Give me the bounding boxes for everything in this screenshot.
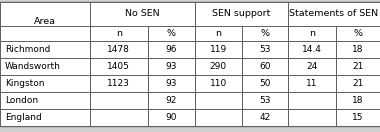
Bar [0, 26, 90, 41]
Bar [288, 41, 336, 58]
Text: 18: 18 [352, 96, 364, 105]
Text: 60: 60 [259, 62, 271, 71]
Bar [288, 2, 380, 26]
Bar [148, 41, 195, 58]
Text: London: London [5, 96, 38, 105]
Text: %: % [260, 29, 269, 38]
Bar [288, 58, 336, 75]
Text: 90: 90 [166, 113, 177, 122]
Text: Statements of SEN: Statements of SEN [290, 10, 378, 18]
Text: SEN support: SEN support [212, 10, 271, 18]
Bar [90, 92, 148, 109]
Bar [288, 109, 336, 126]
Bar [90, 2, 195, 26]
Text: n: n [309, 29, 315, 38]
Bar [195, 109, 242, 126]
Bar [288, 92, 336, 109]
Text: England: England [5, 113, 42, 122]
Text: 53: 53 [259, 45, 271, 54]
Bar [148, 26, 195, 41]
Text: 11: 11 [306, 79, 318, 88]
Text: No SEN: No SEN [125, 10, 160, 18]
Text: 21: 21 [352, 79, 364, 88]
Text: %: % [167, 29, 176, 38]
Text: n: n [215, 29, 221, 38]
Bar [195, 41, 242, 58]
Text: n: n [116, 29, 122, 38]
Text: 96: 96 [166, 45, 177, 54]
Text: 110: 110 [210, 79, 227, 88]
Bar [336, 75, 380, 92]
Bar [195, 75, 242, 92]
Bar [195, 2, 288, 26]
Bar [90, 58, 148, 75]
Bar [336, 26, 380, 41]
Text: 42: 42 [259, 113, 271, 122]
Bar [242, 58, 288, 75]
Text: 93: 93 [166, 79, 177, 88]
Bar [148, 92, 195, 109]
Text: 53: 53 [259, 96, 271, 105]
Bar [336, 58, 380, 75]
Bar [90, 26, 148, 41]
Bar [0, 75, 90, 92]
Bar [0, 41, 90, 58]
Bar [90, 75, 148, 92]
Bar [288, 26, 336, 41]
Bar [336, 92, 380, 109]
Text: 92: 92 [166, 96, 177, 105]
Bar [336, 41, 380, 58]
Bar [148, 58, 195, 75]
Bar [0, 109, 90, 126]
Bar [195, 58, 242, 75]
Text: 15: 15 [352, 113, 364, 122]
Text: Kingston: Kingston [5, 79, 44, 88]
Text: 21: 21 [352, 62, 364, 71]
Bar [288, 75, 336, 92]
Bar [90, 41, 148, 58]
Bar [195, 92, 242, 109]
Bar [336, 109, 380, 126]
Text: 1123: 1123 [108, 79, 130, 88]
Text: 1478: 1478 [108, 45, 130, 54]
Text: Richmond: Richmond [5, 45, 51, 54]
Text: Wandsworth: Wandsworth [5, 62, 61, 71]
Text: 290: 290 [210, 62, 227, 71]
Bar [0, 58, 90, 75]
Bar [242, 109, 288, 126]
Bar [242, 75, 288, 92]
Bar [242, 92, 288, 109]
Text: 18: 18 [352, 45, 364, 54]
Bar [90, 109, 148, 126]
Text: %: % [353, 29, 363, 38]
Text: Area: Area [34, 17, 56, 26]
Bar [242, 41, 288, 58]
Bar [0, 92, 90, 109]
Text: 24: 24 [306, 62, 318, 71]
Bar [195, 26, 242, 41]
Text: 50: 50 [259, 79, 271, 88]
Text: 119: 119 [210, 45, 227, 54]
Bar [242, 26, 288, 41]
Bar [148, 109, 195, 126]
Text: 93: 93 [166, 62, 177, 71]
Text: 14.4: 14.4 [302, 45, 322, 54]
Bar [0, 2, 90, 41]
Bar [148, 75, 195, 92]
Text: 1405: 1405 [108, 62, 130, 71]
